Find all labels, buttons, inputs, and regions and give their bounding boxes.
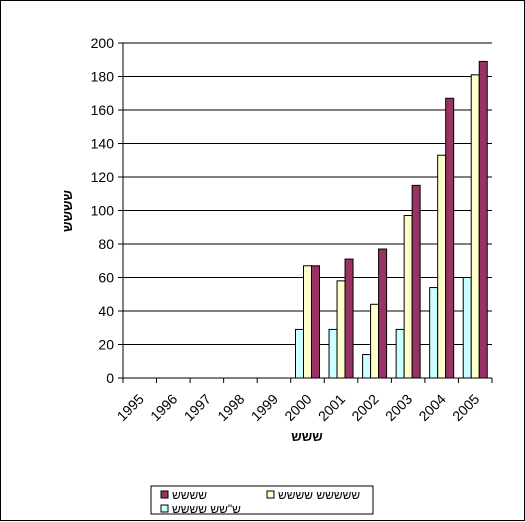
- bar: [336, 280, 346, 379]
- y-tick-label: 120: [91, 169, 115, 185]
- y-tick-label: 140: [91, 136, 115, 152]
- bar: [378, 248, 388, 379]
- bar: [370, 303, 380, 379]
- x-tick-label: 2005: [449, 391, 482, 424]
- y-tick-labels: 0 20 40 60 80 100 120 140 160 180 200: [91, 35, 115, 386]
- bar: [328, 328, 338, 379]
- y-axis-title: שששש: [60, 190, 75, 232]
- bar: [429, 287, 439, 379]
- x-tick-label: 1995: [114, 391, 147, 424]
- bar: [303, 265, 312, 379]
- y-tick-label: 160: [91, 102, 115, 118]
- bar: [395, 328, 405, 379]
- y-tick-label: 20: [98, 337, 114, 353]
- legend-box: [150, 485, 374, 515]
- legend-swatch: [160, 490, 169, 499]
- legend-items: שששש ששששש שששש ש"שש שששש: [160, 488, 360, 516]
- bar: [445, 97, 455, 379]
- x-tick-label: 1998: [214, 391, 247, 424]
- x-tick-label: 2000: [281, 391, 314, 424]
- gridlines: [123, 42, 492, 345]
- axes: [118, 42, 493, 383]
- bar: [362, 354, 372, 379]
- y-tick-label: 200: [91, 35, 115, 51]
- legend-label: ששששש שששש: [278, 488, 360, 502]
- x-tick-label: 2004: [415, 391, 448, 424]
- x-tick-label: 2002: [348, 391, 381, 424]
- legend-swatch: [266, 490, 275, 499]
- bars: [295, 60, 488, 379]
- x-tick-label: 1999: [248, 391, 281, 424]
- legend: שששש ששששש שששש ש"שש שששש: [150, 485, 374, 516]
- legend-label: ש"שש שששש: [172, 502, 241, 516]
- bar: [437, 154, 447, 379]
- legend-label: שששש: [172, 488, 207, 502]
- bar: [403, 215, 413, 379]
- bar: [478, 60, 488, 379]
- x-tick-label: 2001: [315, 391, 348, 424]
- bar: [470, 74, 480, 379]
- y-tick-label: 100: [91, 203, 115, 219]
- x-axis-title: ששש: [291, 429, 322, 444]
- bar: [344, 258, 354, 379]
- x-tick-labels: 1995 1996 1997 1998 1999 2000 2001 2002 2003 2004…: [114, 391, 483, 424]
- y-tick-label: 80: [98, 236, 114, 252]
- bar: [411, 184, 421, 379]
- y-tick-label: 40: [98, 303, 114, 319]
- y-tick-label: 60: [98, 270, 114, 286]
- y-tick-label: 0: [106, 370, 114, 386]
- bar: [462, 277, 472, 379]
- bar: [295, 328, 304, 379]
- x-tick-label: 1996: [147, 391, 180, 424]
- x-tick-label: 1997: [181, 391, 214, 424]
- legend-swatch: [160, 504, 169, 513]
- bar: [311, 265, 320, 379]
- x-tick-label: 2003: [382, 391, 415, 424]
- y-tick-label: 180: [91, 69, 115, 85]
